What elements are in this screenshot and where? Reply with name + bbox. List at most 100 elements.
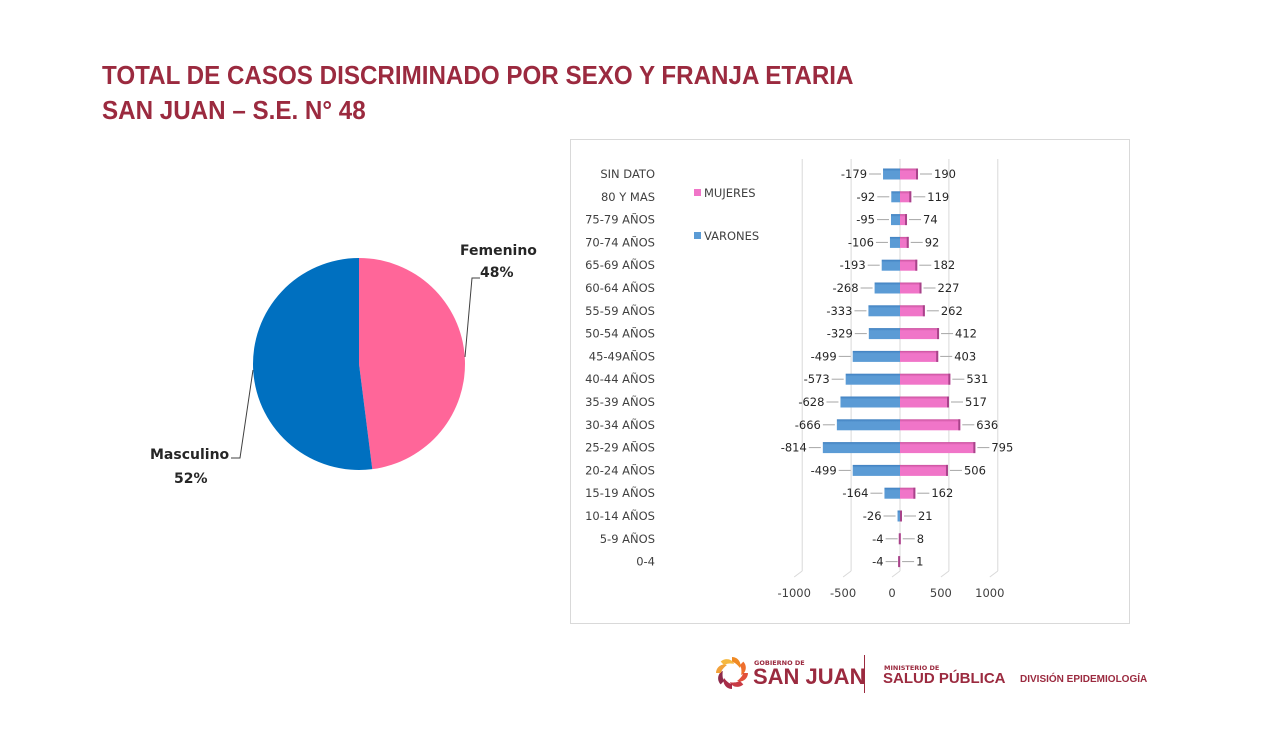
data-label-varones: -268 — [832, 281, 858, 295]
data-label-mujeres: 74 — [923, 213, 938, 227]
y-category-label: 5-9 AÑOS — [600, 531, 655, 546]
division-text: DIVISIÓN EPIDEMIOLOGÍA — [1020, 674, 1148, 685]
data-label-mujeres: 1 — [916, 555, 923, 569]
data-label-varones: -573 — [804, 372, 830, 386]
y-category-label: 25-29 AÑOS — [585, 440, 655, 455]
data-label-mujeres: 21 — [918, 509, 933, 523]
bar-mujeres — [900, 464, 948, 476]
bar-varones — [852, 464, 900, 476]
y-category-label: 45-49AÑOS — [589, 348, 655, 363]
bar-mujeres — [900, 373, 951, 385]
y-category-label: 40-44 AÑOS — [585, 371, 655, 386]
data-label-varones: -179 — [841, 167, 867, 181]
bar-varones — [881, 259, 900, 271]
bar-varones — [889, 236, 900, 248]
gridline-floor — [842, 570, 852, 578]
data-label-varones: -814 — [781, 441, 807, 455]
bar-mujeres — [900, 350, 939, 362]
pie-slice-masculino — [253, 258, 373, 470]
san-juan-sun-logo-icon — [716, 657, 748, 689]
pie-slice-femenino — [359, 258, 466, 470]
legend-swatch-mujeres — [694, 189, 701, 196]
bar-mujeres-endcap — [898, 556, 901, 568]
leader-line-femenino — [464, 277, 480, 358]
data-label-mujeres: 531 — [966, 372, 988, 386]
bar-mujeres — [900, 328, 940, 340]
data-label-mujeres: 119 — [927, 190, 949, 204]
bar-mujeres-endcap — [915, 259, 918, 271]
data-label-varones: -193 — [840, 258, 866, 272]
footer-logos: GOBIERNO DE SAN JUAN MINISTERIO DE SALUD… — [700, 650, 1170, 700]
bar-mujeres-endcap — [973, 442, 976, 454]
y-category-label: SIN DATO — [600, 167, 655, 181]
y-category-label: 0-4 — [636, 555, 655, 569]
bar-varones — [890, 214, 900, 226]
bar-mujeres-endcap — [898, 533, 901, 545]
bar-mujeres-endcap — [899, 510, 902, 522]
pie-value-femenino: 48% — [480, 265, 514, 281]
x-tick-label: 0 — [888, 586, 895, 600]
y-category-label: 80 Y MAS — [601, 190, 655, 204]
data-label-varones: -329 — [827, 327, 853, 341]
data-label-mujeres: 92 — [925, 235, 940, 249]
sex-pie-chart: Femenino 48% Masculino 52% — [150, 243, 537, 487]
bar-varones — [840, 396, 900, 408]
gov-small-text: GOBIERNO DE — [754, 659, 805, 667]
bar-mujeres-endcap — [913, 487, 916, 499]
data-label-mujeres: 795 — [991, 441, 1013, 455]
bar-mujeres — [900, 442, 976, 454]
x-tick-label: 1000 — [975, 586, 1004, 600]
bar-varones — [874, 282, 900, 294]
y-category-label: 10-14 AÑOS — [585, 508, 655, 523]
bar-mujeres-endcap — [919, 282, 922, 294]
bar-mujeres-endcap — [947, 396, 950, 408]
y-category-label: 15-19 AÑOS — [585, 485, 655, 500]
data-label-mujeres: 190 — [934, 167, 956, 181]
pie-label-femenino: Femenino — [460, 243, 537, 259]
data-label-mujeres: 262 — [941, 304, 963, 318]
bar-mujeres — [900, 305, 925, 317]
data-label-varones: -26 — [863, 509, 882, 523]
data-label-varones: -4 — [872, 555, 883, 569]
footer-divider — [864, 655, 865, 693]
x-tick-label: -1000 — [777, 586, 810, 600]
age-sex-bar-chart: SIN DATO 80 Y MAS 75-79 AÑOS 70-74 AÑOS 65-6… — [585, 159, 1013, 600]
bar-mujeres — [900, 282, 922, 294]
data-label-mujeres: 182 — [933, 258, 955, 272]
bar-mujeres-endcap — [945, 464, 948, 476]
ministry-small-text: MINISTERIO DE — [884, 664, 940, 672]
bar-varones — [822, 442, 900, 454]
data-label-varones: -95 — [856, 213, 875, 227]
bar-mujeres — [900, 236, 909, 248]
data-label-mujeres: 517 — [965, 395, 987, 409]
bar-varones — [891, 191, 900, 203]
bar-mujeres — [900, 168, 919, 180]
bar-varones — [845, 373, 900, 385]
gridline-floor — [989, 570, 999, 578]
data-label-varones: -628 — [798, 395, 824, 409]
y-category-label: 35-39 AÑOS — [585, 394, 655, 409]
bar-varones — [868, 328, 900, 340]
bar-varones — [868, 305, 900, 317]
data-label-varones: -499 — [811, 463, 837, 477]
pie-value-masculino: 52% — [174, 471, 208, 487]
bar-mujeres-endcap — [936, 350, 939, 362]
gridline-floor — [940, 570, 950, 578]
pie-label-masculino: Masculino — [150, 447, 230, 463]
bar-mujeres — [900, 419, 961, 431]
data-label-mujeres: 506 — [964, 463, 986, 477]
bar-mujeres — [900, 487, 916, 499]
x-tick-label: -500 — [830, 586, 856, 600]
y-category-label: 65-69 AÑOS — [585, 257, 655, 272]
legend-label-varones: VARONES — [704, 229, 759, 243]
bar-mujeres-endcap — [916, 168, 919, 180]
bar-varones — [836, 419, 900, 431]
bar-mujeres — [900, 214, 908, 226]
y-category-label: 55-59 AÑOS — [585, 303, 655, 318]
y-category-label: 75-79 AÑOS — [585, 212, 655, 227]
data-label-varones: -333 — [826, 304, 852, 318]
x-tick-label: 500 — [930, 586, 952, 600]
data-label-mujeres: 636 — [976, 418, 998, 432]
bar-mujeres-endcap — [905, 214, 908, 226]
data-label-mujeres: 8 — [917, 532, 924, 546]
